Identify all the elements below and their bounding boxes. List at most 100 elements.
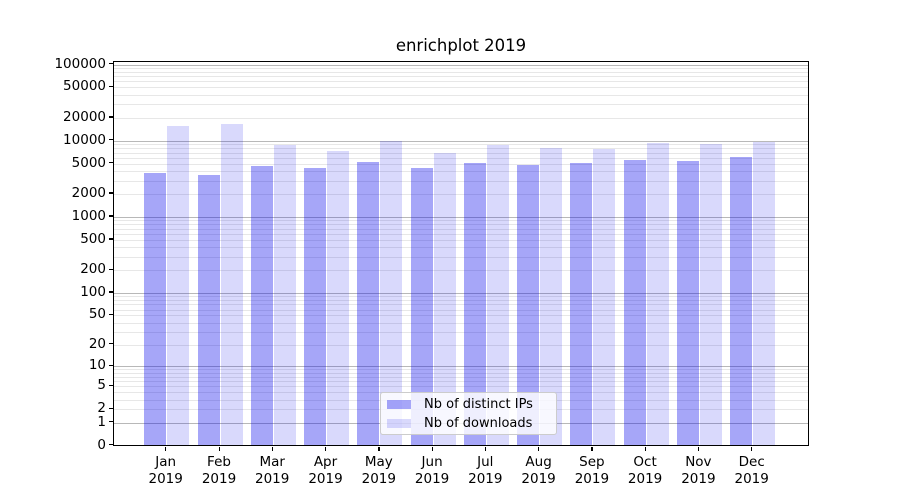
minor-gridline	[114, 239, 808, 241]
x-tick-mark	[484, 446, 487, 451]
bar-downloads-oct	[646, 143, 669, 445]
y-tick-label: 10000	[63, 131, 106, 148]
x-tick-mark	[378, 446, 380, 451]
minor-gridline	[114, 376, 808, 378]
y-tick-mark	[109, 162, 113, 164]
minor-gridline	[114, 256, 808, 258]
x-tick-mark	[431, 446, 433, 451]
y-tick-mark	[109, 421, 113, 423]
y-tick-mark	[109, 313, 113, 316]
bar-distinct-ips-jul	[463, 162, 486, 445]
major-gridline	[114, 292, 808, 294]
y-tick-mark	[109, 192, 113, 194]
legend-label: Nb of downloads	[424, 415, 533, 431]
minor-gridline	[114, 315, 808, 317]
x-tick-month: Dec	[738, 454, 765, 470]
x-tick-year: 2019	[308, 471, 343, 487]
x-tick-mark	[165, 446, 167, 451]
y-tick-label: 2000	[71, 184, 106, 201]
bar-downloads-jun	[433, 153, 456, 445]
minor-gridline	[114, 68, 808, 69]
x-tick-year: 2019	[627, 471, 663, 487]
major-gridline	[114, 216, 808, 218]
minor-gridline	[114, 309, 808, 311]
x-tick-month: Apr	[313, 454, 338, 470]
minor-gridline	[114, 220, 808, 222]
y-tick-label: 1000	[71, 207, 106, 224]
x-tick-label-dec: Dec 2019	[722, 454, 782, 488]
x-tick-month: Feb	[207, 454, 231, 470]
x-tick-year: 2019	[361, 471, 396, 487]
bar-distinct-ips-aug	[517, 164, 540, 445]
y-tick-mark	[109, 291, 113, 293]
minor-gridline	[114, 344, 808, 346]
minor-gridline	[114, 270, 808, 271]
bar-distinct-ips-may	[357, 161, 380, 445]
bar-distinct-ips-sep	[570, 163, 593, 445]
y-tick-label: 5	[97, 377, 106, 394]
x-tick-year: 2019	[468, 471, 503, 487]
x-tick-label-nov: Nov 2019	[668, 454, 728, 488]
x-tick-label-jul: Jul 2019	[455, 454, 515, 488]
x-tick-month: Jul	[477, 454, 494, 470]
bar-distinct-ips-oct	[623, 160, 646, 445]
x-tick-year: 2019	[201, 471, 237, 487]
y-tick-label: 20000	[63, 108, 106, 125]
bar-distinct-ips-nov	[676, 160, 699, 445]
minor-gridline	[114, 304, 808, 306]
minor-gridline	[114, 369, 808, 371]
y-tick-label: 50000	[63, 78, 106, 95]
x-tick-month: Oct	[633, 454, 657, 470]
minor-gridline	[114, 386, 808, 388]
y-tick-label: 50	[88, 306, 106, 323]
y-tick-mark	[109, 364, 113, 366]
minor-gridline	[114, 76, 808, 78]
y-tick-label: 200	[80, 261, 106, 277]
y-tick-mark	[109, 384, 113, 386]
y-tick-mark	[109, 139, 113, 141]
y-tick-mark	[109, 215, 113, 217]
bar-distinct-ips-dec	[730, 157, 753, 445]
x-tick-mark	[591, 446, 593, 451]
plot-area: Nb of distinct IPs Nb of downloads	[113, 61, 809, 446]
bar-distinct-ips-apr	[304, 168, 326, 445]
legend-item: Nb of distinct IPs	[387, 397, 548, 412]
x-tick-year: 2019	[148, 471, 183, 487]
y-tick-label: 1	[97, 413, 106, 430]
legend: Nb of distinct IPs Nb of downloads	[380, 392, 557, 435]
minor-gridline	[114, 94, 808, 96]
y-tick-mark	[109, 238, 113, 240]
minor-gridline	[114, 104, 808, 106]
legend-item: Nb of downloads	[387, 416, 548, 431]
minor-gridline	[114, 322, 808, 324]
x-tick-label-jan: Jan 2019	[136, 454, 196, 488]
bar-downloads-mar	[273, 145, 296, 445]
bar-downloads-aug	[540, 148, 563, 445]
y-tick-mark	[109, 268, 113, 270]
bar-distinct-ips-jan	[144, 173, 167, 445]
x-tick-year: 2019	[255, 471, 290, 487]
x-tick-year: 2019	[734, 471, 769, 487]
chart-title: enrichplot 2019	[395, 36, 527, 55]
minor-gridline	[114, 233, 808, 235]
x-tick-year: 2019	[414, 471, 450, 487]
x-tick-month: Jan	[155, 454, 177, 470]
y-tick-mark	[109, 85, 113, 88]
minor-gridline	[114, 163, 808, 165]
bar-downloads-jul	[486, 145, 509, 445]
x-tick-year: 2019	[574, 471, 610, 487]
minor-gridline	[114, 228, 808, 230]
minor-gridline	[114, 224, 808, 226]
y-tick-label: 20	[88, 335, 106, 352]
minor-gridline	[114, 300, 808, 302]
y-tick-mark	[109, 407, 113, 409]
minor-gridline	[114, 331, 808, 333]
x-tick-label-apr: Apr 2019	[296, 454, 356, 488]
x-tick-month: Aug	[525, 454, 552, 470]
legend-swatch	[387, 418, 411, 428]
minor-gridline	[114, 296, 808, 298]
legend-swatch	[387, 399, 411, 409]
bar-downloads-may	[380, 140, 403, 445]
x-tick-label-may: May 2019	[349, 454, 409, 488]
bar-downloads-sep	[593, 148, 616, 445]
